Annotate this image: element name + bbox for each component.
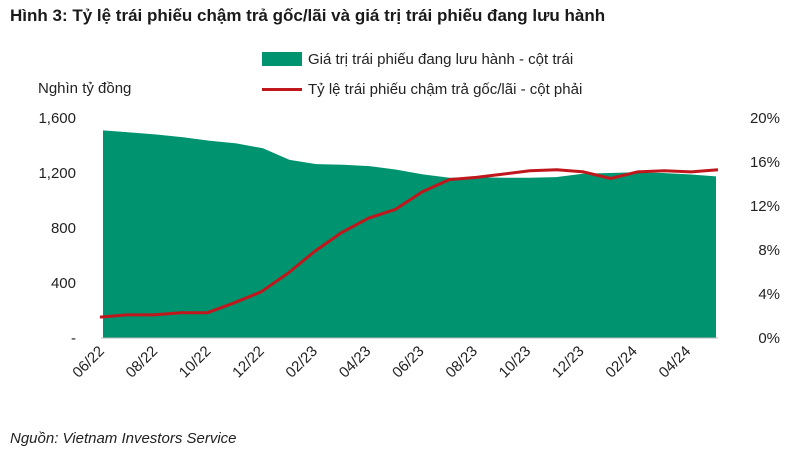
y-right-tick-label: 0% <box>758 330 780 347</box>
x-tick-label: 02/24 <box>602 343 641 382</box>
x-tick-label: 12/23 <box>549 343 588 382</box>
y-left-tick-label: 1,200 <box>38 165 76 182</box>
legend-swatch-area <box>262 52 302 66</box>
x-tick-label: 10/23 <box>496 343 535 382</box>
y-left-tick-label: - <box>71 330 76 347</box>
y-right-tick-label: 8% <box>758 242 780 259</box>
x-tick-label: 04/23 <box>336 343 375 382</box>
area-series-outstanding <box>103 130 716 338</box>
legend-item-area: Giá trị trái phiếu đang lưu hành - cột t… <box>262 44 582 74</box>
chart-title: Hình 3: Tỷ lệ trái phiếu chậm trả gốc/lã… <box>10 6 606 25</box>
legend-swatch-line <box>262 87 302 91</box>
legend-label-area: Giá trị trái phiếu đang lưu hành - cột t… <box>308 50 574 68</box>
y-left-tick-label: 1,600 <box>38 110 76 127</box>
y-axis-right: 0% 4% 8% 12% 16% 20% <box>750 110 780 347</box>
y-left-tick-label: 400 <box>51 275 76 292</box>
y-right-tick-label: 4% <box>758 286 780 303</box>
x-tick-label: 10/22 <box>176 343 215 382</box>
y-right-tick-label: 16% <box>750 154 780 171</box>
plot-area <box>99 130 719 339</box>
y-right-tick-label: 12% <box>750 198 780 215</box>
x-tick-label: 06/23 <box>389 343 428 382</box>
y-right-tick-label: 20% <box>750 110 780 127</box>
x-tick-label: 12/22 <box>229 343 268 382</box>
x-tick-label: 08/22 <box>123 343 162 382</box>
legend: Giá trị trái phiếu đang lưu hành - cột t… <box>262 44 582 104</box>
legend-item-line: Tỷ lệ trái phiếu chậm trả gốc/lãi - cột … <box>262 74 582 104</box>
legend-label-line: Tỷ lệ trái phiếu chậm trả gốc/lãi - cột … <box>308 80 583 98</box>
x-tick-label: 06/22 <box>69 343 108 382</box>
y-axis-left-label: Nghìn tỷ đồng <box>38 80 132 97</box>
y-left-tick-label: 800 <box>51 220 76 237</box>
source-note: Nguồn: Vietnam Investors Service <box>10 430 237 447</box>
x-tick-label: 04/24 <box>656 343 695 382</box>
x-axis: 06/22 08/22 10/22 12/22 02/23 04/23 06/23 08/23… <box>69 343 694 382</box>
x-tick-label: 02/23 <box>282 343 321 382</box>
x-tick-label: 08/23 <box>442 343 481 382</box>
line-series-default-ratio <box>99 168 719 319</box>
y-axis-left: - 400 800 1,200 1,600 <box>38 110 76 347</box>
